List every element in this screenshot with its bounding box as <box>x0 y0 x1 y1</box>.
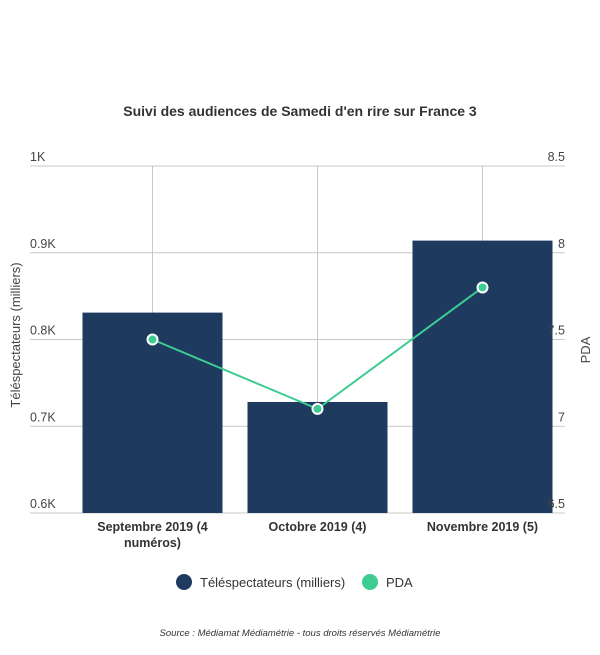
y-axis-label-right: PDA <box>578 336 593 363</box>
line-series <box>146 281 489 415</box>
x-tick-label: Novembre 2019 (5) <box>427 520 538 534</box>
source-note: Source : Médiamat Médiamétrie - tous dro… <box>160 628 441 639</box>
y-tick-label: 0.9K <box>30 237 56 251</box>
legend-label: Téléspectateurs (milliers) <box>200 575 345 590</box>
pda-point <box>146 333 159 346</box>
y-tick-label-right: 7.5 <box>548 324 565 338</box>
y-tick-label: 0.7K <box>30 410 56 424</box>
legend-marker-pda <box>362 574 378 590</box>
y-tick-label: 1K <box>30 150 46 164</box>
right-axis-ticks: 6.5 7 7.5 8 8.5 <box>548 150 565 511</box>
pda-point <box>311 402 324 415</box>
y-tick-label-right: 8.5 <box>548 150 565 164</box>
y-axis-label: Téléspectateurs (milliers) <box>8 262 23 407</box>
chart-title: Suivi des audiences de Samedi d'en rire … <box>123 103 477 119</box>
y-tick-label: 0.8K <box>30 324 56 338</box>
legend-label: PDA <box>386 575 413 590</box>
x-tick-label: Octobre 2019 (4) <box>269 520 367 534</box>
legend: Téléspectateurs (milliers) PDA <box>176 574 413 590</box>
bar-series <box>82 240 553 514</box>
y-tick-label-right: 6.5 <box>548 497 565 511</box>
legend-marker-telespectateurs <box>176 574 192 590</box>
category-labels: Septembre 2019 (4 numéros) Octobre 2019 (4… <box>97 520 538 550</box>
x-tick-label: numéros) <box>124 536 181 550</box>
bar <box>82 312 223 513</box>
y-tick-label-right: 8 <box>558 237 565 251</box>
x-tick-label: Septembre 2019 (4 <box>97 520 208 534</box>
bar <box>247 401 388 513</box>
left-axis-ticks: 0.6K 0.7K 0.8K 0.9K 1K <box>30 150 56 511</box>
pda-point <box>476 281 489 294</box>
y-tick-label: 0.6K <box>30 497 56 511</box>
y-tick-label-right: 7 <box>558 410 565 424</box>
